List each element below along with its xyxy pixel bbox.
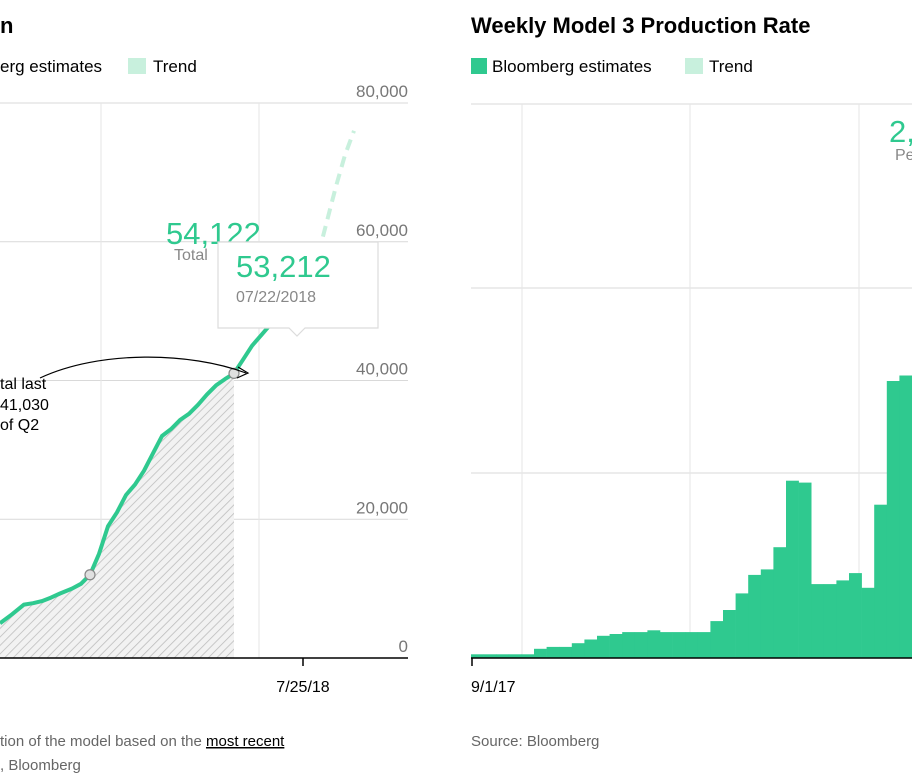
- right-bar: [559, 646, 573, 658]
- left-y-tick-label: 0: [399, 637, 408, 656]
- right-chart-title: Weekly Model 3 Production Rate: [471, 13, 810, 38]
- tooltip-box: [217, 241, 379, 337]
- annotation-line-3: of Q2: [0, 417, 39, 434]
- right-bar: [861, 587, 875, 658]
- left-y-tick-label: 60,000: [356, 221, 408, 240]
- left-legend: erg estimates Trend: [0, 57, 197, 76]
- right-legend-label-trend: Trend: [709, 57, 753, 76]
- right-bar: [508, 654, 522, 658]
- right-bar: [697, 632, 711, 658]
- right-legend-label-estimates: Bloomberg estimates: [492, 57, 652, 76]
- right-chart: Weekly Model 3 Production Rate Bloomberg…: [471, 13, 912, 750]
- right-bar: [899, 375, 912, 658]
- annotation-arrow: [39, 356, 247, 379]
- left-legend-swatch-trend: [128, 58, 146, 74]
- left-footnote-text: tion of the model based on the: [0, 733, 206, 750]
- right-bar: [647, 630, 661, 658]
- right-bar: [521, 654, 535, 658]
- right-legend: Bloomberg estimates Trend: [471, 57, 753, 76]
- left-x-tick-label: 7/25/18: [276, 679, 329, 696]
- annotation-line-1: tal last: [0, 376, 47, 393]
- right-bar: [496, 654, 510, 658]
- right-bar: [672, 632, 686, 658]
- left-footnote: tion of the model based on the most rece…: [0, 733, 285, 750]
- right-bar: [597, 635, 610, 658]
- right-source: Source: Bloomberg: [471, 733, 599, 750]
- right-bar: [849, 573, 862, 658]
- right-callout-label: Pe: [895, 147, 912, 164]
- right-bar: [571, 643, 585, 658]
- most-recent-link[interactable]: most recent: [206, 733, 285, 750]
- right-bar: [798, 482, 812, 658]
- left-y-tick-labels: 80,000 60,000 40,000 20,000 0: [356, 82, 408, 656]
- q2-annotation: tal last 41,030 of Q2: [0, 356, 250, 434]
- left-point-marker: [84, 569, 96, 581]
- right-bar: [634, 632, 648, 658]
- annotation-line-2: 41,030: [0, 397, 49, 414]
- right-bar: [786, 480, 799, 658]
- left-legend-label-estimates: erg estimates: [0, 57, 102, 76]
- right-bar: [811, 584, 825, 658]
- right-bar: [471, 654, 484, 658]
- tooltip: 53,212 07/22/2018: [217, 241, 379, 337]
- right-legend-swatch-estimates: [471, 58, 487, 74]
- right-bar: [685, 632, 699, 658]
- right-x-tick-label: 9/1/17: [471, 679, 516, 696]
- right-bar: [483, 654, 497, 658]
- tooltip-date: 07/22/2018: [236, 289, 316, 306]
- left-chart-title: n: [0, 13, 13, 38]
- right-bar: [534, 648, 547, 658]
- right-bar: [836, 580, 850, 658]
- right-bar: [760, 569, 774, 658]
- right-bar: [546, 646, 560, 658]
- right-callout-value: 2,: [889, 114, 912, 149]
- right-bar: [710, 621, 724, 658]
- right-bar: [609, 634, 623, 658]
- right-bar: [584, 639, 598, 658]
- left-y-tick-label: 40,000: [356, 360, 408, 379]
- tooltip-value: 53,212: [236, 249, 331, 284]
- left-chart: n erg estimates Trend 80,000 60,000 40,000…: [0, 13, 408, 774]
- left-y-tick-label: 20,000: [356, 498, 408, 517]
- right-bar: [622, 632, 636, 658]
- annotation-arrowhead: [236, 366, 250, 379]
- right-bar: [773, 547, 787, 658]
- left-source: , Bloomberg: [0, 757, 81, 774]
- total-callout-label: Total: [174, 247, 208, 264]
- right-bar: [823, 584, 837, 658]
- right-bar: [735, 593, 749, 658]
- right-bar: [660, 632, 673, 658]
- right-bar: [723, 610, 736, 658]
- left-legend-label-trend: Trend: [153, 57, 197, 76]
- right-bar: [748, 574, 762, 658]
- left-y-tick-label: 80,000: [356, 82, 408, 101]
- right-gridlines: [471, 103, 912, 658]
- right-bar: [886, 381, 900, 658]
- right-bars: [471, 375, 912, 658]
- right-bar: [874, 504, 888, 658]
- right-legend-swatch-trend: [685, 58, 703, 74]
